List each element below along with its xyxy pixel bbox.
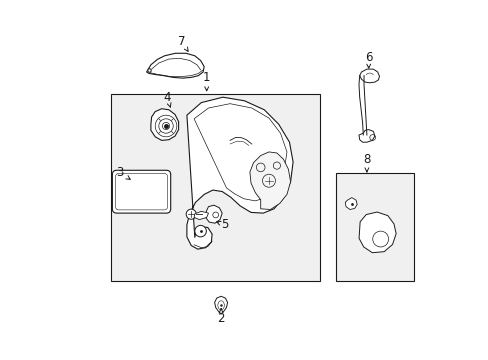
FancyBboxPatch shape <box>111 94 320 281</box>
Polygon shape <box>358 130 374 142</box>
Text: 4: 4 <box>163 91 171 107</box>
Polygon shape <box>249 152 290 210</box>
Circle shape <box>186 209 196 219</box>
Text: 5: 5 <box>216 219 228 231</box>
Text: 6: 6 <box>364 51 372 68</box>
Polygon shape <box>214 296 227 314</box>
Polygon shape <box>359 69 379 83</box>
Polygon shape <box>358 212 395 253</box>
Text: 1: 1 <box>203 71 210 91</box>
Polygon shape <box>146 53 204 78</box>
FancyBboxPatch shape <box>112 170 170 213</box>
Text: 2: 2 <box>217 309 224 325</box>
Polygon shape <box>151 109 178 140</box>
Polygon shape <box>345 198 356 210</box>
Text: 3: 3 <box>116 166 130 179</box>
Text: 8: 8 <box>363 153 370 172</box>
Text: 7: 7 <box>177 35 188 51</box>
Polygon shape <box>205 205 222 223</box>
Polygon shape <box>194 211 208 220</box>
Bar <box>336 173 413 281</box>
Polygon shape <box>186 97 292 249</box>
Circle shape <box>194 225 206 237</box>
